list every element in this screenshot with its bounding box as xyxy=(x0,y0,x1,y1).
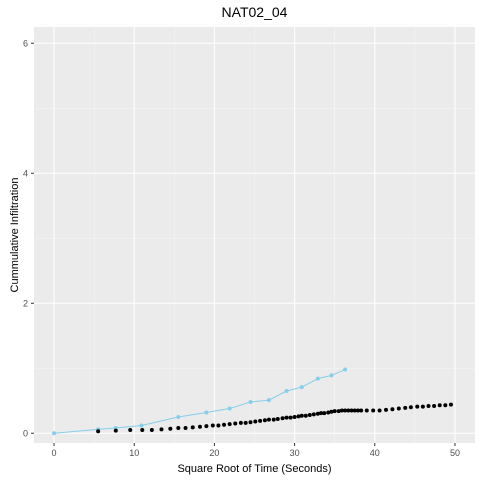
series-1-point xyxy=(204,410,209,415)
series-2-point xyxy=(113,428,118,433)
series-2-point xyxy=(336,409,341,414)
series-2-point xyxy=(448,402,453,407)
series-1-point xyxy=(139,423,144,428)
y-tick-label: 4 xyxy=(23,168,28,178)
series-2-point xyxy=(253,419,258,424)
axis-ticks: 0 10 20 30 40 50 0 2 4 6 xyxy=(23,38,460,458)
x-tick-label: 40 xyxy=(370,448,380,458)
x-tick-label: 20 xyxy=(209,448,219,458)
series-2-point xyxy=(243,420,248,425)
series-2-point xyxy=(396,406,401,411)
series-2-point xyxy=(403,405,408,410)
series-2-point xyxy=(303,413,308,418)
x-tick-label: 30 xyxy=(290,448,300,458)
series-2-point xyxy=(140,428,145,432)
series-2-point xyxy=(296,414,301,419)
series-2-point xyxy=(371,408,376,413)
y-tick-label: 2 xyxy=(23,298,28,308)
series-1-point xyxy=(329,373,334,378)
series-2-point xyxy=(352,408,357,413)
y-tick-label: 0 xyxy=(23,428,28,438)
series-2-point xyxy=(159,427,164,432)
series-1-line xyxy=(54,369,346,434)
series-2-point xyxy=(437,403,442,408)
x-axis-label: Square Root of Time (Seconds) xyxy=(177,463,331,475)
series-2-point xyxy=(322,411,327,416)
series-2-point xyxy=(271,417,276,422)
x-tick-label: 50 xyxy=(450,448,460,458)
series-1-point xyxy=(266,398,271,403)
series-2-point xyxy=(280,416,285,421)
series-2-point xyxy=(383,407,388,412)
chart-title: NAT02_04 xyxy=(222,4,288,20)
series-2-point xyxy=(311,412,316,417)
series-2-point xyxy=(343,408,348,413)
series-1-point xyxy=(248,400,253,405)
series-2-point xyxy=(390,407,395,412)
series-2-point xyxy=(426,403,431,408)
series-2-point xyxy=(359,408,364,413)
series-2-point xyxy=(377,408,382,413)
series-1-point xyxy=(284,389,289,393)
series-2-point xyxy=(364,408,369,413)
series-2-point xyxy=(248,420,253,425)
series-2-point xyxy=(128,428,133,432)
x-tick-label: 0 xyxy=(52,448,57,458)
series-2-point xyxy=(420,404,425,409)
series-2-point xyxy=(415,404,420,409)
series-2-point xyxy=(216,423,221,428)
series-2-point xyxy=(233,421,238,426)
series-2-point xyxy=(349,408,354,413)
series-2-point xyxy=(326,410,331,415)
series-2-point xyxy=(346,408,351,413)
series-layer xyxy=(52,367,453,436)
series-2-point xyxy=(292,415,297,419)
x-tick-label: 10 xyxy=(129,448,139,458)
series-2-point xyxy=(266,417,271,422)
series-2-point xyxy=(238,420,243,425)
series-2-point xyxy=(339,408,344,413)
series-2-point xyxy=(332,409,337,414)
series-2-point xyxy=(168,426,173,431)
series-2-point xyxy=(307,413,312,418)
y-tick-label: 6 xyxy=(23,38,28,48)
series-1-point xyxy=(315,376,320,381)
series-2-point xyxy=(355,408,360,413)
series-1-point xyxy=(299,385,304,390)
series-2-point xyxy=(443,403,448,408)
series-2-point xyxy=(227,422,232,427)
series-2-point xyxy=(190,425,195,430)
y-axis-label: Cummulative Infiltration xyxy=(9,178,21,293)
series-2-point xyxy=(176,426,181,431)
series-2-point xyxy=(315,411,320,416)
series-1-point xyxy=(176,415,181,419)
series-2-point xyxy=(210,423,215,428)
series-2-point xyxy=(222,422,227,427)
series-2-point xyxy=(197,424,202,429)
series-1-point xyxy=(227,406,232,411)
series-2-point xyxy=(262,418,267,423)
series-2-point xyxy=(329,409,334,414)
series-2-point xyxy=(432,403,437,408)
series-2-point xyxy=(288,415,293,420)
series-1-point xyxy=(343,367,348,372)
series-2-point xyxy=(149,428,154,432)
series-2-point xyxy=(319,411,324,416)
series-2-point xyxy=(275,416,280,421)
series-2-point xyxy=(299,413,304,418)
series-2-point xyxy=(96,429,101,434)
series-2-point xyxy=(408,405,413,410)
series-2-point xyxy=(183,426,188,431)
series-2-point xyxy=(258,418,263,423)
series-1-point xyxy=(52,431,57,436)
series-2-point xyxy=(204,424,209,429)
series-2-point xyxy=(284,415,289,420)
grid xyxy=(34,27,475,443)
